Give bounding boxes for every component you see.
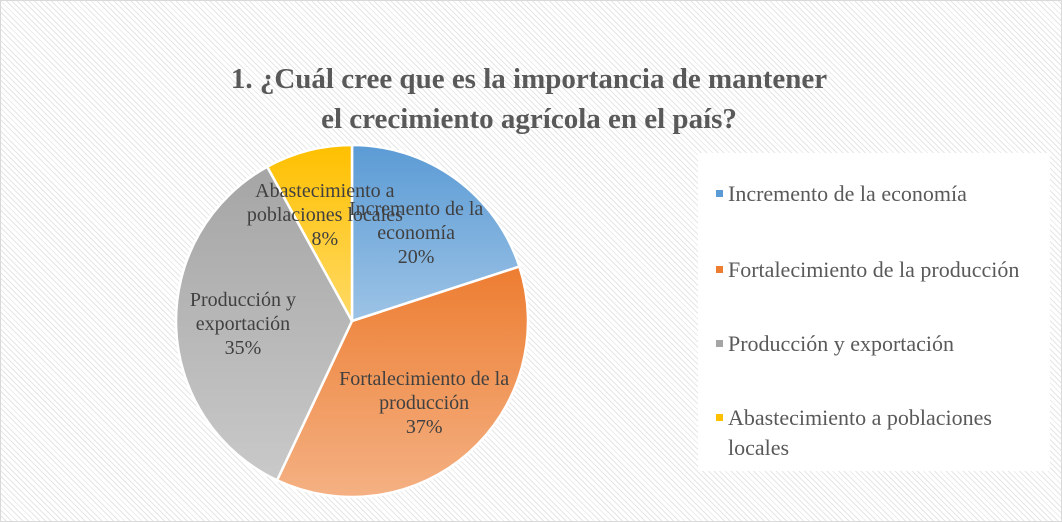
pie-slice	[174, 165, 354, 482]
legend-entry: Fortalecimiento de la producción	[716, 255, 1036, 285]
data-label-category: Incremento de la economía	[348, 197, 484, 244]
legend-label: Incremento de la economía	[728, 181, 967, 206]
legend: Incremento de la economía Fortalecimiento…	[698, 153, 1050, 471]
legend-swatch	[716, 340, 723, 347]
data-label: Producción y exportación 35%	[158, 288, 328, 360]
legend-label: Abastecimiento a poblaciones locales	[728, 405, 992, 460]
pie-slice	[265, 143, 354, 322]
legend-swatch	[716, 414, 723, 421]
data-label-value: 35%	[224, 337, 262, 360]
pie-slice	[275, 265, 530, 499]
chart-title: 1. ¿Cuál cree que es la importancia de m…	[230, 63, 828, 135]
data-label-value: 37%	[405, 415, 443, 438]
data-label: Fortalecimiento de la producción 37%	[339, 367, 509, 439]
legend-entry: Abastecimiento a poblaciones locales	[716, 403, 1036, 463]
data-label-category: Fortalecimiento de la producción	[339, 367, 510, 414]
data-label: Incremento de la economía 20%	[331, 197, 501, 269]
legend-swatch	[716, 266, 723, 273]
legend-swatch	[716, 190, 723, 197]
legend-entry: Incremento de la economía	[716, 179, 1036, 209]
data-label-category: Producción y exportación	[189, 289, 296, 336]
legend-label: Fortalecimiento de la producción	[728, 257, 1020, 282]
data-label-value: 8%	[311, 228, 339, 251]
legend-entry: Producción y exportación	[716, 329, 1036, 359]
data-label-category: Abastecimiento a poblaciones locales	[246, 180, 403, 227]
data-label-value: 20%	[397, 245, 435, 268]
legend-label: Producción y exportación	[728, 331, 955, 356]
pie-slice	[350, 143, 521, 323]
data-label: Abastecimiento a poblaciones locales 8%	[240, 179, 410, 251]
